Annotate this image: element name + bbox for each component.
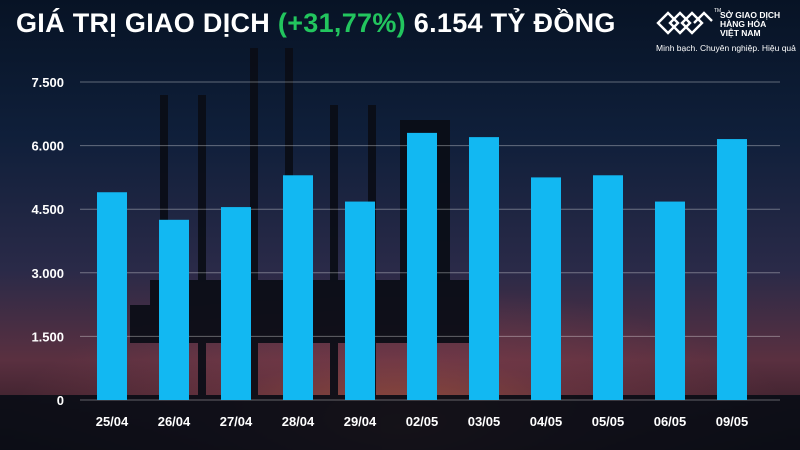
bar bbox=[717, 139, 747, 400]
bar bbox=[593, 175, 623, 400]
y-tick-label: 4.500 bbox=[31, 202, 64, 217]
bar bbox=[159, 219, 189, 400]
exchange-name: SỞ GIAO DỊCH HÀNG HÓA VIỆT NAM bbox=[720, 10, 781, 38]
trademark-mark: TM bbox=[714, 8, 722, 14]
y-tick-label: 7.500 bbox=[31, 75, 64, 90]
x-tick-label: 26/04 bbox=[158, 414, 191, 429]
x-tick-label: 25/04 bbox=[96, 414, 129, 429]
x-tick-label: 27/04 bbox=[220, 414, 253, 429]
exchange-slogan: Minh bạch. Chuyên nghiệp. Hiệu quả bbox=[656, 43, 796, 53]
bar bbox=[97, 192, 127, 400]
bar bbox=[221, 207, 251, 400]
x-tick-label: 28/04 bbox=[282, 414, 315, 429]
x-tick-label: 09/05 bbox=[716, 414, 749, 429]
bar bbox=[345, 201, 375, 400]
x-tick-label: 04/05 bbox=[530, 414, 563, 429]
bar bbox=[531, 177, 561, 400]
title-change-percent: (+31,77%) bbox=[277, 8, 406, 38]
x-tick-label: 03/05 bbox=[468, 414, 501, 429]
bar bbox=[283, 175, 313, 400]
title-prefix: GIÁ TRỊ GIAO DỊCH bbox=[16, 8, 271, 38]
exchange-logo-mark-icon bbox=[656, 11, 713, 35]
x-tick-label: 05/05 bbox=[592, 414, 625, 429]
title-total: 6.154 TỶ ĐỒNG bbox=[413, 8, 616, 38]
bar bbox=[469, 137, 499, 400]
y-tick-label: 1.500 bbox=[31, 329, 64, 344]
y-tick-label: 6.000 bbox=[31, 139, 64, 154]
bar bbox=[655, 201, 685, 400]
y-tick-label: 3.000 bbox=[31, 266, 64, 281]
x-tick-label: 06/05 bbox=[654, 414, 687, 429]
exchange-logo: TM SỞ GIAO DỊCH HÀNG HÓA VIỆT NAM Minh b… bbox=[656, 8, 796, 58]
x-tick-label: 29/04 bbox=[344, 414, 377, 429]
y-tick-label: 0 bbox=[57, 393, 64, 408]
x-tick-label: 02/05 bbox=[406, 414, 439, 429]
bar bbox=[407, 132, 437, 400]
page-title: GIÁ TRỊ GIAO DỊCH (+31,77%) 6.154 TỶ ĐỒN… bbox=[16, 8, 616, 39]
